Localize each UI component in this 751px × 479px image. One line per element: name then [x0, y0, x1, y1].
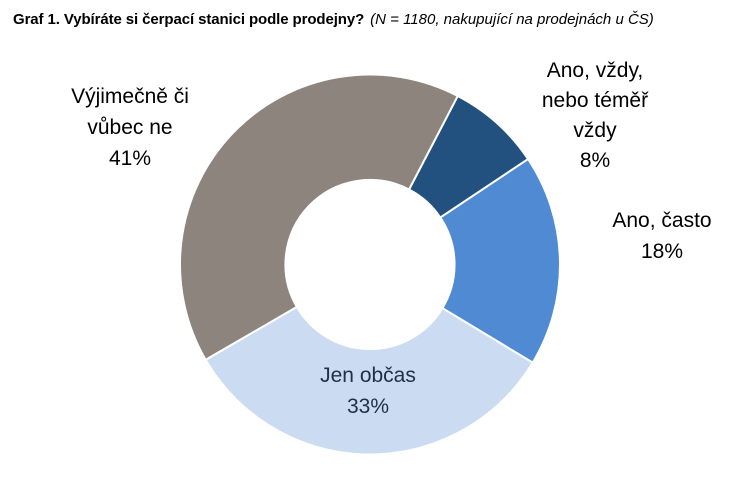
donut-slice-3 [179, 73, 460, 362]
slice-label-line: nebo téměř [541, 89, 649, 112]
slice-label-line: vždy [573, 119, 617, 142]
page-title: Graf 1. Vybíráte si čerpací stanici podl… [13, 11, 654, 28]
slice-label-vyjimecne: Výjimečně či vůbec ne 41% [30, 81, 230, 174]
slice-label-ano-casto: Ano, často 18% [577, 205, 747, 267]
slice-label-line: Jen občas [320, 364, 416, 387]
donut-slice-1 [438, 157, 561, 365]
slice-label-line: Ano, často [612, 209, 712, 232]
donut-slice-2 [204, 305, 535, 456]
slice-label-line: Výjimečně či [71, 85, 189, 108]
slice-label-line: vůbec ne [87, 116, 173, 139]
slice-label-value: 41% [108, 147, 152, 170]
slice-label-ano-vzdy: Ano, vždy, nebo téměř vždy 8% [505, 56, 685, 176]
chart-title-text: Graf 1. Vybíráte si čerpací stanici podl… [13, 11, 365, 28]
slice-label-value: 33% [346, 395, 390, 418]
chart-title-note: (N = 1180, nakupující na prodejnách u ČS… [370, 11, 654, 28]
slice-label-value: 18% [640, 240, 684, 263]
slice-label-value: 8% [579, 149, 611, 172]
slice-label-line: Ano, vždy, [546, 59, 644, 82]
slice-label-jen-obcas: Jen občas 33% [278, 360, 458, 422]
